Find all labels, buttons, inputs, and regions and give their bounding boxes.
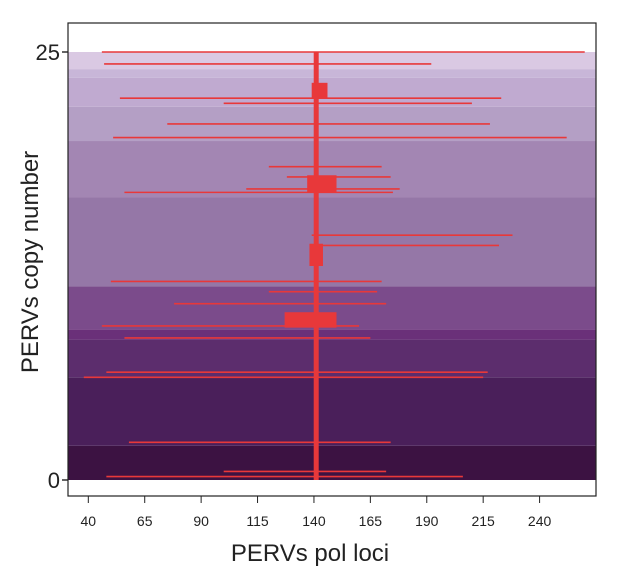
band-1 <box>68 377 596 446</box>
band-3 <box>68 329 596 340</box>
band-8 <box>68 77 596 107</box>
cluster-1 <box>307 175 337 193</box>
cluster-0 <box>284 312 337 328</box>
x-tick-label-215: 215 <box>471 513 495 529</box>
band-10 <box>68 52 596 70</box>
x-tick-label-115: 115 <box>246 513 269 529</box>
x-axis: 40 65 90 115 140 165 190 215 240 <box>81 496 552 529</box>
band-5 <box>68 197 596 287</box>
y-tick-label-0: 0 <box>48 468 60 493</box>
cluster-2 <box>309 243 323 266</box>
x-tick-label-190: 190 <box>415 513 439 529</box>
x-tick-label-90: 90 <box>193 513 209 529</box>
x-tick-label-140: 140 <box>302 513 326 529</box>
x-tick-label-40: 40 <box>81 513 97 529</box>
band-2 <box>68 339 596 378</box>
x-tick-label-65: 65 <box>137 513 153 529</box>
y-axis: 0 25 <box>36 40 68 493</box>
x-axis-label: PERVs pol loci <box>231 540 389 567</box>
density-bands <box>68 52 596 480</box>
cluster-3 <box>311 82 328 99</box>
band-0 <box>68 445 596 480</box>
y-axis-label: PERVs copy number <box>17 151 44 373</box>
y-tick-label-25: 25 <box>36 40 60 65</box>
band-9 <box>68 69 596 78</box>
x-tick-label-165: 165 <box>359 513 383 529</box>
x-tick-label-240: 240 <box>528 513 552 529</box>
plot-frame <box>67 22 597 497</box>
insertion-signal <box>83 51 585 480</box>
